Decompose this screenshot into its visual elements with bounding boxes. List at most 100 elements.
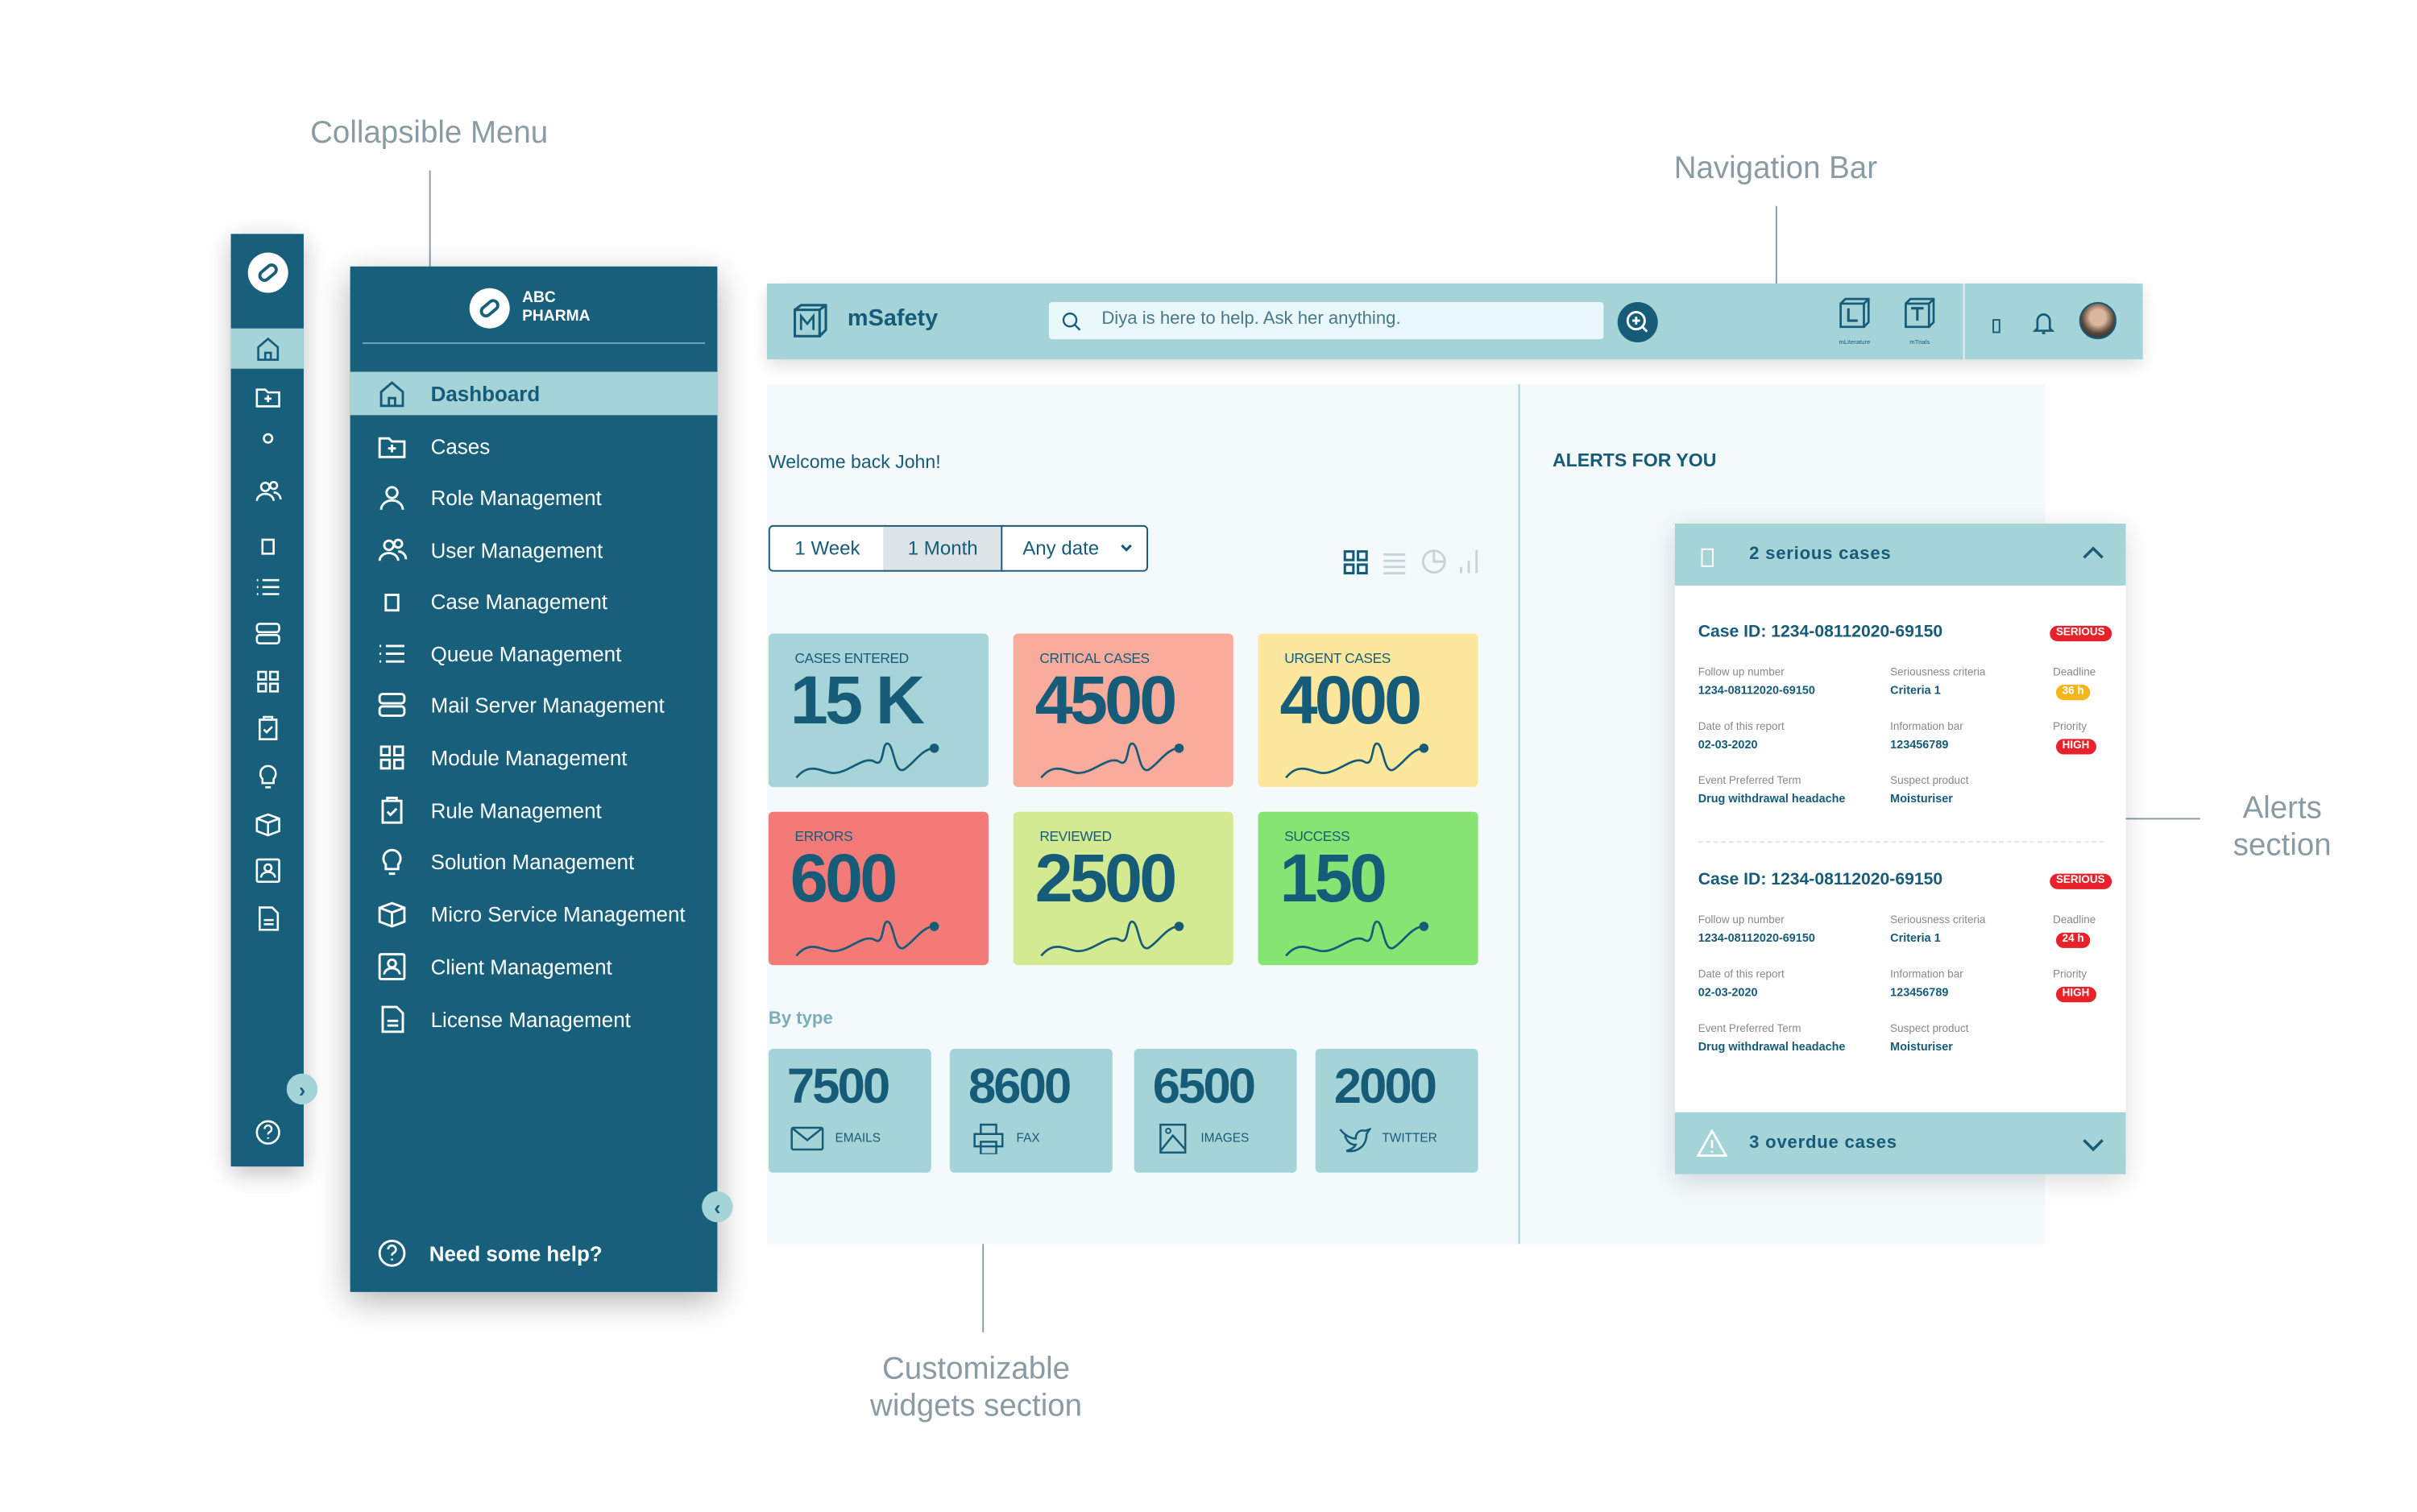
stat-card-title: CRITICAL CASES [1039, 650, 1150, 666]
serious-cases-label: 2 serious cases [1749, 545, 1892, 565]
stat-card-reviewed[interactable]: REVIEWED 2500 [1013, 811, 1233, 966]
stat-card-value: 150 [1279, 841, 1387, 918]
sidebar-item-label: Micro Service Management [430, 902, 686, 926]
pie-view-icon[interactable] [1420, 549, 1447, 575]
sidebar-item-rule-management[interactable]: Rule Management [350, 789, 718, 832]
sidebar-item-label: User Management [430, 538, 603, 562]
annotation-text: Customizable [882, 1352, 1071, 1387]
stat-card-title: URGENT CASES [1284, 650, 1391, 666]
device-icon[interactable] [1992, 319, 2000, 333]
mail-icon [790, 1126, 824, 1151]
field-value-event: Drug withdrawal headache [1698, 791, 1846, 806]
type-card-value: 2000 [1333, 1058, 1437, 1114]
collapse-sidebar-button[interactable]: ‹ [702, 1191, 733, 1223]
mini-square-icon[interactable] [231, 528, 304, 562]
users-icon [378, 538, 408, 561]
mini-folder-plus-icon[interactable] [231, 379, 304, 413]
sidebar-item-user-management[interactable]: User Management [350, 528, 718, 572]
brand-logo-icon [247, 252, 288, 293]
type-card-fax[interactable]: 8600 FAX [949, 1048, 1113, 1173]
help-icon[interactable] [231, 1116, 304, 1150]
sidebar-item-queue-management[interactable]: Queue Management [350, 632, 718, 676]
twitter-icon [1339, 1127, 1371, 1153]
field-value-followup: 1234-08112020-69150 [1698, 930, 1815, 946]
app-cube-T-icon [1905, 297, 1935, 329]
mini-cube-icon[interactable] [231, 807, 304, 841]
mini-id-card-icon[interactable] [231, 854, 304, 888]
type-card-label: TWITTER [1382, 1130, 1437, 1145]
case-icon [1701, 548, 1714, 567]
stat-card-errors[interactable]: ERRORS 600 [768, 811, 989, 966]
server-icon [378, 693, 406, 717]
mini-users-icon[interactable] [231, 474, 304, 507]
app-switch-mTrials[interactable]: mTrials [1888, 296, 1951, 346]
field-label: Priority [2053, 969, 2087, 981]
user-avatar[interactable] [2079, 302, 2116, 340]
annotation-line [1775, 205, 1777, 305]
home-icon [379, 381, 404, 408]
range-1-week[interactable]: 1 Week [768, 524, 887, 572]
field-label: Follow up number [1698, 667, 1785, 679]
stat-card-title: REVIEWED [1039, 828, 1112, 845]
clipboard-check-icon [381, 796, 403, 824]
stat-card-cases-entered[interactable]: CASES ENTERED 15 K [768, 633, 989, 787]
field-value-info: 123456789 [1890, 737, 1949, 752]
mini-list-icon[interactable] [231, 570, 304, 604]
case-id[interactable]: Case ID: 1234-08112020-69150 [1698, 870, 1943, 889]
mini-dot-icon[interactable] [231, 421, 304, 455]
mini-lightbulb-icon[interactable] [231, 759, 304, 793]
stat-card-critical-cases[interactable]: CRITICAL CASES 4500 [1013, 633, 1233, 787]
sidebar-item-module-management[interactable]: Module Management [350, 735, 718, 779]
case-id[interactable]: Case ID: 1234-08112020-69150 [1698, 623, 1943, 642]
annotation-navigation-bar: Navigation Bar [1673, 151, 1878, 186]
folder-plus-icon [378, 437, 406, 458]
type-card-twitter[interactable]: 2000 TWITTER [1315, 1048, 1478, 1173]
printer-icon [973, 1123, 1004, 1154]
field-label: Event Preferred Term [1698, 1024, 1801, 1035]
stat-card-urgent-cases[interactable]: URGENT CASES 4000 [1258, 633, 1478, 787]
stat-card-title: CASES ENTERED [794, 650, 910, 666]
sidebar-item-case-management[interactable]: Case Management [350, 579, 718, 623]
sidebar-item-label: Queue Management [430, 642, 622, 665]
sidebar-item-cases[interactable]: Cases [350, 425, 718, 468]
app-switch-mLiterature[interactable]: mLiterature [1823, 296, 1885, 346]
mini-server-icon[interactable] [231, 616, 304, 650]
sidebar-item-role-management[interactable]: Role Management [350, 475, 718, 519]
sidebar-item-micro-service-management[interactable]: Micro Service Management [350, 893, 718, 936]
field-value-date: 02-03-2020 [1698, 737, 1758, 752]
mini-home-icon[interactable] [230, 328, 304, 369]
serious-cases-header[interactable]: 2 serious cases [1674, 524, 2126, 586]
app-cube-L-icon [1839, 297, 1870, 329]
type-card-value: 8600 [968, 1058, 1072, 1114]
help-link[interactable]: Need some help? [350, 1232, 718, 1275]
zoom-search-icon [1626, 311, 1648, 333]
type-card-images[interactable]: 6500 IMAGES [1134, 1048, 1297, 1173]
sidebar-item-client-management[interactable]: Client Management [350, 945, 718, 988]
bar-view-icon[interactable] [1458, 549, 1482, 575]
grid-view-icon[interactable] [1343, 550, 1368, 575]
sidebar-item-license-management[interactable]: License Management [350, 997, 718, 1041]
annotation-collapsible-menu: Collapsible Menu [310, 116, 549, 151]
mini-grid-icon[interactable] [231, 665, 304, 698]
by-type-label: By type [768, 1009, 833, 1029]
expand-sidebar-button[interactable]: › [286, 1073, 318, 1105]
search-placeholder: Diya is here to help. Ask her anything. [1101, 309, 1401, 329]
sidebar-item-dashboard[interactable]: Dashboard [350, 371, 718, 416]
search-input[interactable]: Diya is here to help. Ask her anything. [1048, 302, 1604, 340]
sparkline-icon [1040, 742, 1184, 779]
date-select[interactable]: Any date [1001, 524, 1149, 572]
list-view-icon[interactable] [1382, 552, 1407, 575]
range-1-month[interactable]: 1 Month [883, 524, 1005, 572]
type-card-emails[interactable]: 7500 EMAILS [768, 1048, 931, 1173]
bell-icon[interactable] [2033, 310, 2055, 335]
sidebar-item-mail-server-management[interactable]: Mail Server Management [350, 683, 718, 727]
id-card-icon [378, 953, 406, 980]
mini-document-icon[interactable] [231, 901, 304, 935]
overdue-cases-header[interactable]: 3 overdue cases [1674, 1112, 2126, 1174]
mini-clipboard-check-icon[interactable] [231, 711, 304, 745]
deadline-badge: 36 h [2055, 685, 2091, 701]
sidebar-item-label: Mail Server Management [430, 693, 665, 717]
stat-card-success[interactable]: SUCCESS 150 [1258, 811, 1478, 966]
search-submit-button[interactable] [1617, 302, 1658, 343]
sidebar-item-solution-management[interactable]: Solution Management [350, 839, 718, 883]
